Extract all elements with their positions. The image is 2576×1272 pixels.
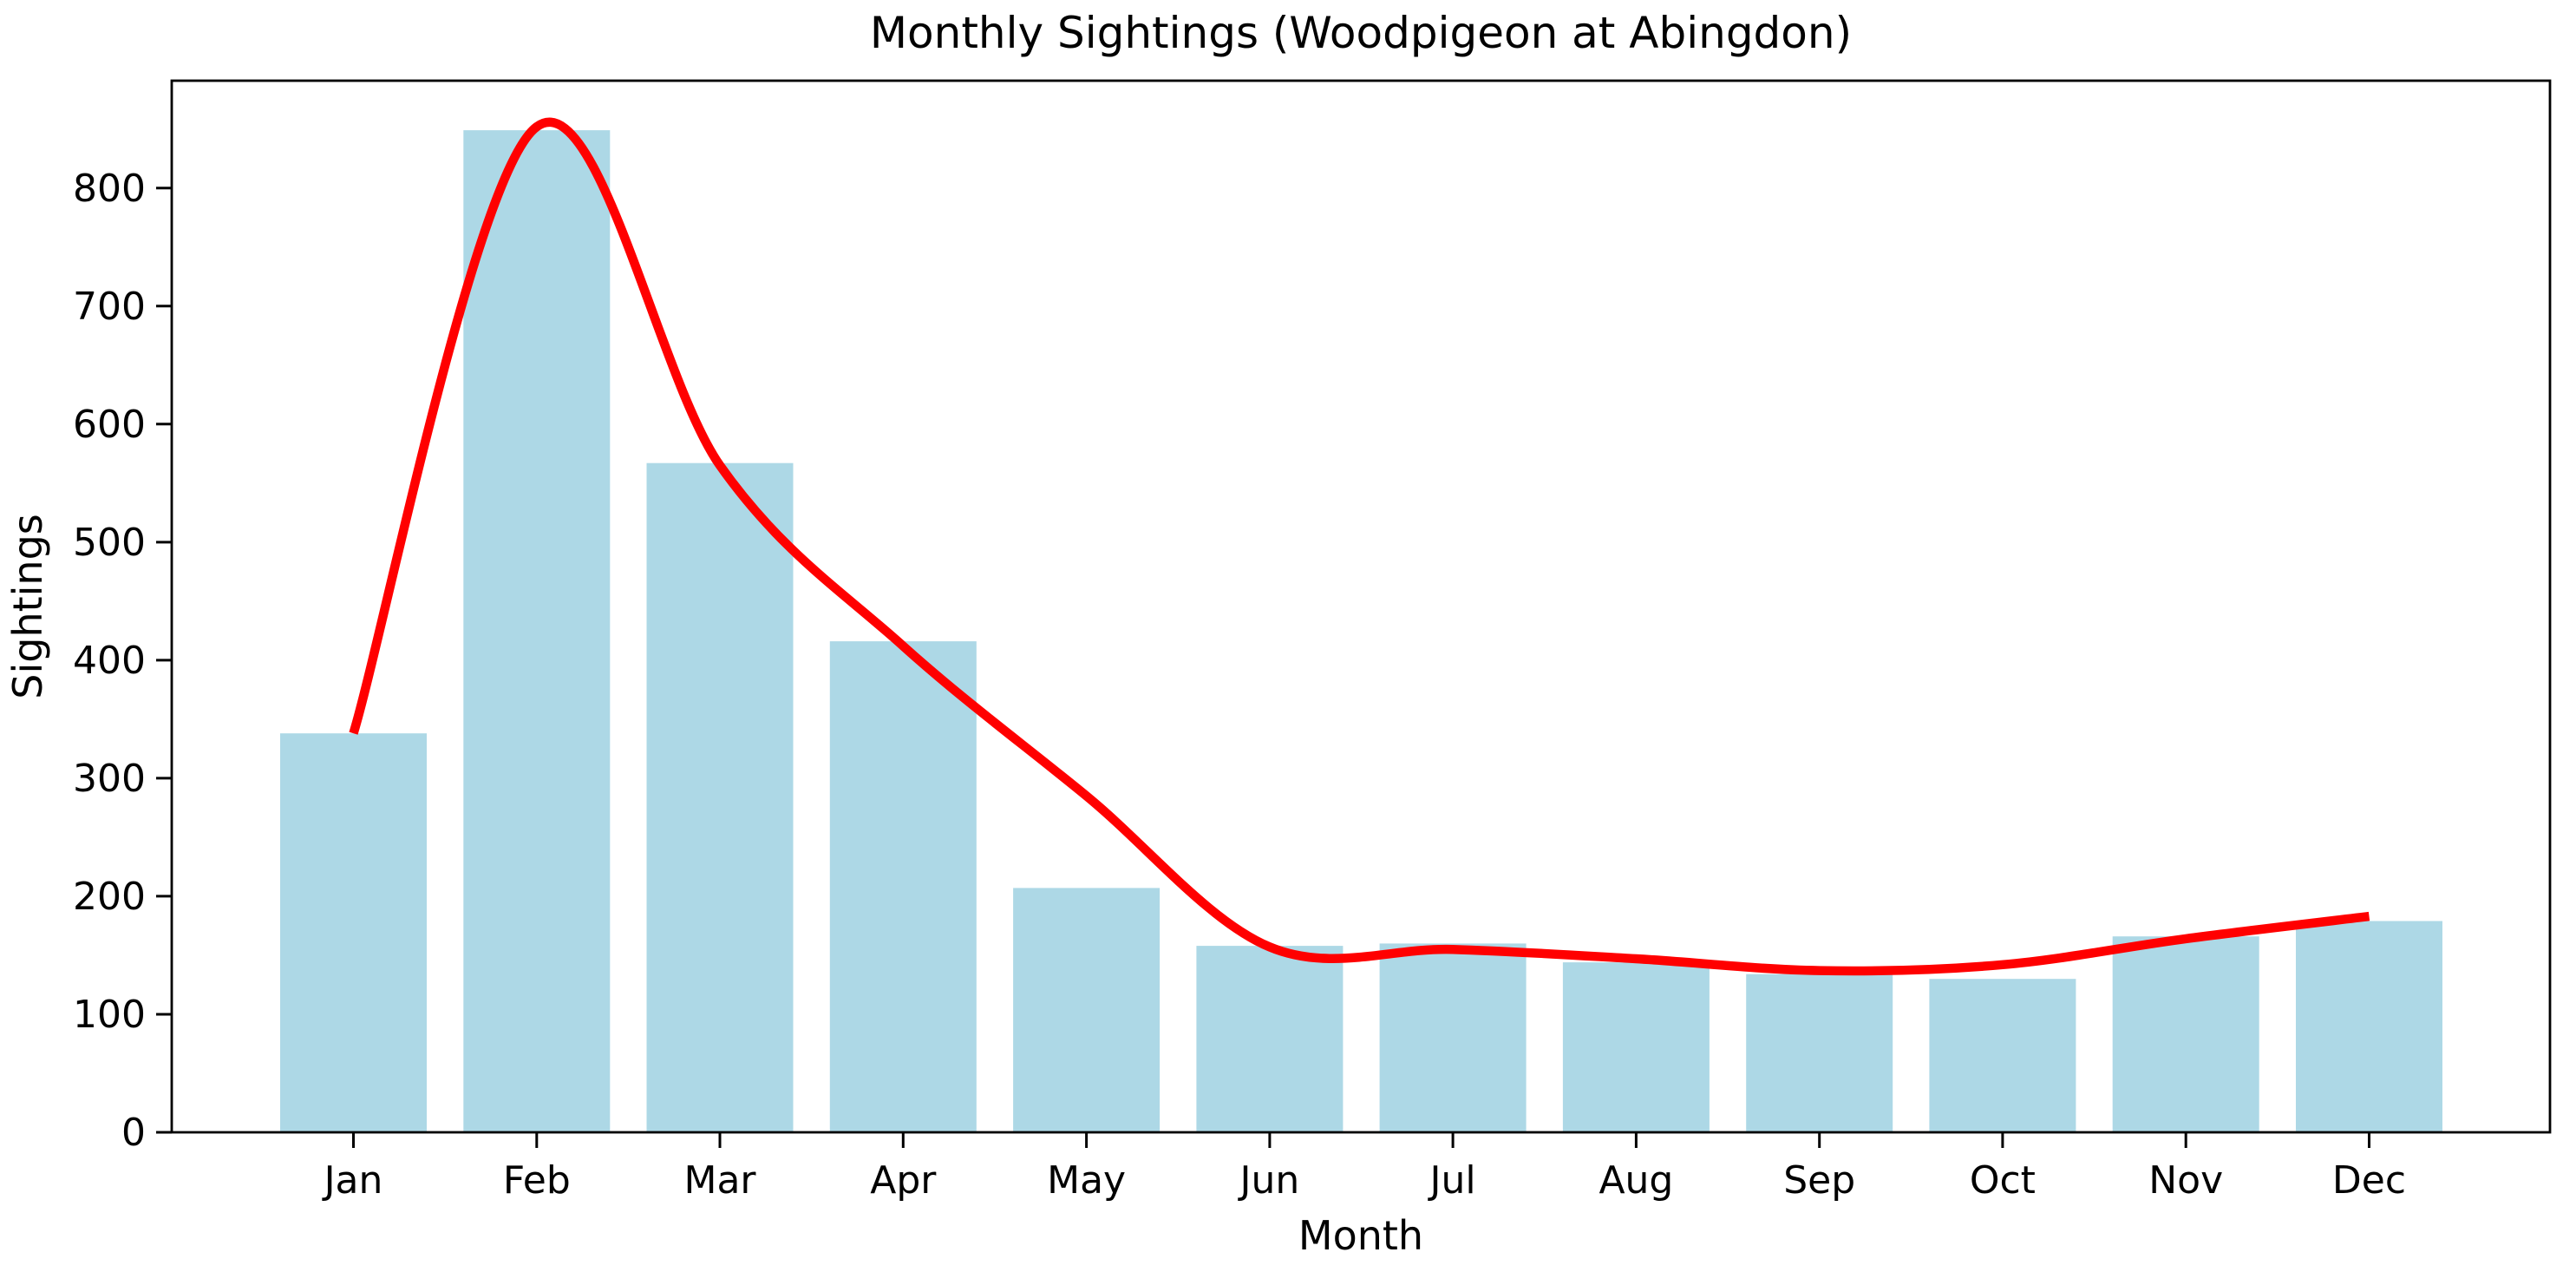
bar-feb — [463, 130, 611, 1133]
y-tick-label-0: 0 — [121, 1111, 146, 1155]
trend-line-group — [349, 117, 2370, 976]
bars-group — [280, 130, 2442, 1133]
bar-jun — [1196, 946, 1344, 1132]
x-tick-label-may: May — [1047, 1158, 1126, 1203]
x-tick-label-dec: Dec — [2332, 1158, 2406, 1203]
bar-dec — [2296, 921, 2442, 1132]
x-tick-label-apr: Apr — [870, 1158, 937, 1203]
bar-jan — [280, 733, 427, 1132]
y-axis-label: Sightings — [4, 514, 51, 698]
x-tick-label-sep: Sep — [1783, 1158, 1855, 1203]
x-tick-label-jul: Jul — [1428, 1158, 1476, 1203]
smoothed-trend-line — [349, 117, 2370, 976]
ticks-group: 0 100 200 300 400 500 600 700 800 Jan Feb Mar Apr May… — [73, 167, 2406, 1203]
bar-aug — [1562, 962, 1710, 1132]
x-tick-label-mar: Mar — [683, 1158, 756, 1203]
bar-mar — [646, 462, 794, 1132]
y-tick-label-300: 300 — [73, 757, 146, 801]
bar-oct — [1929, 979, 2076, 1132]
plot-border-spines — [170, 79, 2552, 1134]
x-tick-label-oct: Oct — [1970, 1158, 2036, 1203]
y-tick-label-100: 100 — [73, 993, 146, 1037]
x-tick-label-aug: Aug — [1599, 1158, 1673, 1203]
x-tick-label-feb: Feb — [503, 1158, 571, 1203]
x-tick-label-jan: Jan — [322, 1158, 383, 1203]
bar-apr — [829, 641, 977, 1132]
y-tick-label-700: 700 — [73, 285, 146, 329]
bar-jul — [1379, 943, 1527, 1132]
chart-title: Monthly Sightings (Woodpigeon at Abingdo… — [870, 8, 1852, 58]
x-tick-label-nov: Nov — [2148, 1158, 2223, 1203]
y-tick-label-200: 200 — [73, 875, 146, 919]
x-tick-label-jun: Jun — [1238, 1158, 1300, 1203]
y-tick-label-800: 800 — [73, 167, 146, 211]
y-tick-label-600: 600 — [73, 403, 146, 447]
axes-group — [170, 79, 2552, 1134]
bar-sep — [1746, 974, 1893, 1132]
y-tick-label-500: 500 — [73, 521, 146, 565]
y-tick-label-400: 400 — [73, 639, 146, 683]
bar-nov — [2112, 936, 2259, 1132]
x-axis-label: Month — [1298, 1212, 1423, 1259]
bar-may — [1013, 888, 1161, 1132]
